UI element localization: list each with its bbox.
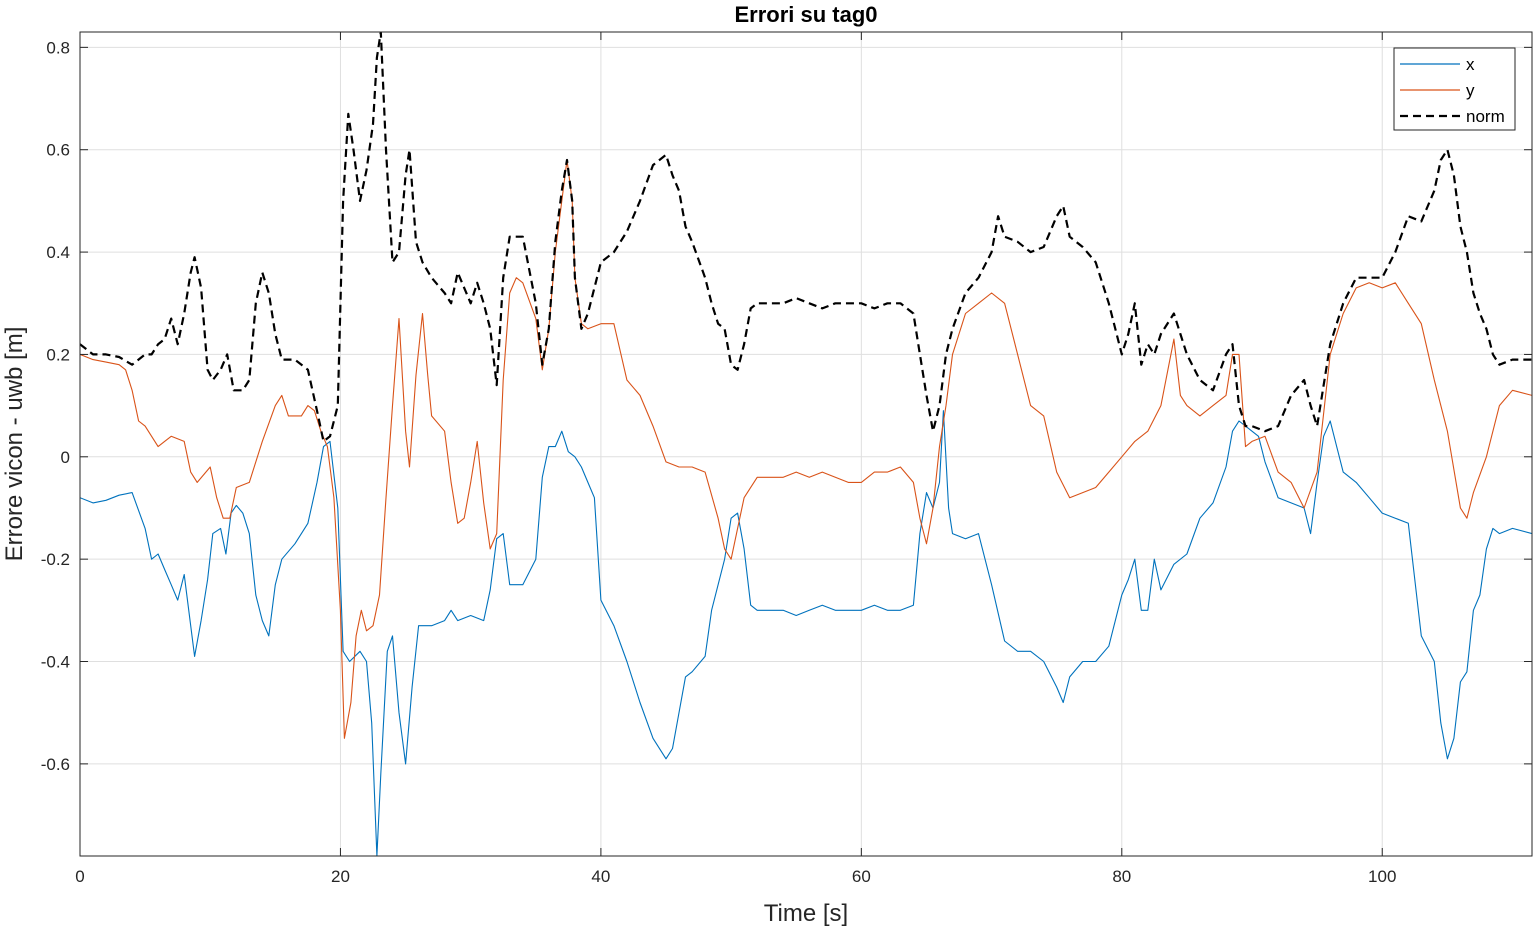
y-tick-label: 0.2 — [46, 345, 70, 364]
x-axis-label: Time [s] — [764, 900, 848, 927]
legend-label-x: x — [1466, 55, 1475, 74]
x-tick-label: 100 — [1368, 867, 1396, 886]
x-tick-label: 0 — [75, 867, 84, 886]
plot-frame — [79, 31, 1533, 857]
x-tick-label: 40 — [591, 867, 610, 886]
y-tick-label: 0.8 — [46, 38, 70, 57]
legend-label-norm: norm — [1466, 107, 1505, 126]
series-layer — [80, 32, 1532, 856]
y-tick-label: 0.4 — [46, 243, 70, 262]
x-tick-label: 80 — [1112, 867, 1131, 886]
legend: x y norm — [1393, 47, 1516, 131]
chart-title: Errori su tag0 — [734, 2, 877, 27]
axis-ticks: 0 20 40 60 80 100 -0.6 -0.4 -0.2 0 0.2 0.4 0.6 0.8 — [41, 32, 1532, 886]
y-tick-label: -0.6 — [41, 755, 70, 774]
x-tick-label: 60 — [852, 867, 871, 886]
series-line-x — [80, 410, 1532, 856]
y-axis-label: Errore vicon - uwb [m] — [1, 327, 28, 562]
grid — [79, 32, 1532, 856]
y-tick-label: 0 — [61, 448, 70, 467]
series-line-y — [80, 159, 1532, 739]
y-tick-label: -0.4 — [41, 653, 70, 672]
series-line-norm — [80, 32, 1532, 443]
legend-label-y: y — [1466, 81, 1475, 100]
x-tick-label: 20 — [331, 867, 350, 886]
y-tick-label: -0.2 — [41, 550, 70, 569]
plot-area — [80, 32, 1532, 856]
y-tick-label: 0.6 — [46, 141, 70, 160]
